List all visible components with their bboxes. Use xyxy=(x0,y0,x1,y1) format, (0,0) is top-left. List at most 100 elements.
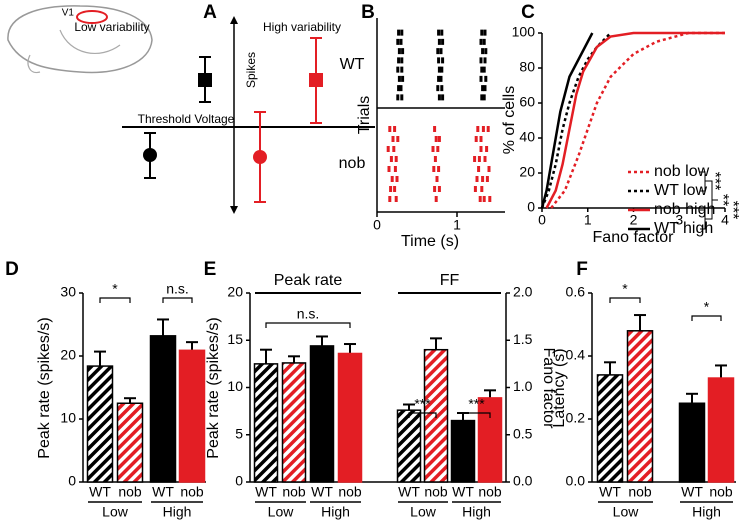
spike xyxy=(482,94,486,101)
y-tick-label: 0.0 xyxy=(566,473,586,489)
group-label: Low xyxy=(410,504,437,520)
spike xyxy=(436,48,440,55)
spike xyxy=(480,186,484,192)
spike xyxy=(401,48,405,55)
marker xyxy=(143,148,157,162)
y-tick-label: 15 xyxy=(227,331,243,347)
sig-bracket xyxy=(691,315,722,321)
y2-tick-label: 1.5 xyxy=(513,331,533,347)
spike xyxy=(483,29,487,36)
bar xyxy=(281,362,307,483)
spike xyxy=(388,126,392,132)
x-tick-label: 1 xyxy=(584,212,592,228)
y-tick-label: 0 xyxy=(235,473,243,489)
spike xyxy=(431,146,435,152)
x-tick-label: 0 xyxy=(538,212,546,228)
group-label: Low xyxy=(268,504,295,520)
axis-label: *** xyxy=(706,172,723,191)
v1-region xyxy=(76,10,108,24)
spike xyxy=(479,38,483,45)
spike xyxy=(436,85,440,92)
spike xyxy=(441,38,445,45)
sig-label: * xyxy=(704,299,710,315)
spike xyxy=(396,66,400,73)
bar xyxy=(678,402,706,483)
x-tick-label: nob xyxy=(709,484,733,500)
brain-detail xyxy=(27,29,121,74)
region-label: V1 xyxy=(62,8,75,19)
bar xyxy=(116,402,144,483)
spike xyxy=(389,156,393,162)
spike xyxy=(396,38,400,45)
spike xyxy=(437,166,441,172)
spike xyxy=(437,136,441,142)
spike xyxy=(387,166,391,172)
axis-label: % of cells xyxy=(501,86,518,154)
y-tick-label: 0.4 xyxy=(566,347,586,363)
sig-label: n.s. xyxy=(297,306,320,322)
spike xyxy=(390,176,394,182)
spike xyxy=(396,94,400,101)
spike xyxy=(486,126,490,132)
x-axis-label: Time (s) xyxy=(401,233,459,250)
spike xyxy=(435,176,439,182)
error-bars-red xyxy=(254,37,322,203)
spike xyxy=(481,48,485,55)
spike xyxy=(397,29,401,36)
spike xyxy=(473,186,477,192)
spike xyxy=(400,66,404,73)
label: Low variability xyxy=(74,20,149,34)
spike xyxy=(440,66,444,73)
spike xyxy=(479,146,483,152)
marker xyxy=(198,73,212,87)
spike xyxy=(434,196,438,202)
sig-bracket xyxy=(609,297,641,303)
spike xyxy=(441,57,445,64)
legend-label: nob high xyxy=(654,201,715,218)
x-tick-label: WT xyxy=(599,484,621,500)
axis-label: Latency (s) xyxy=(551,348,568,427)
panel-letter: B xyxy=(361,2,375,23)
spike xyxy=(397,85,401,92)
spike xyxy=(479,75,483,82)
spike xyxy=(397,75,401,82)
spike xyxy=(393,166,397,172)
bar xyxy=(596,374,624,483)
axis-label: Peak rate (spikes/s) xyxy=(205,317,222,458)
group-label: High xyxy=(692,504,721,520)
spike xyxy=(388,196,392,202)
cdf-line xyxy=(540,32,594,209)
y-tick-label: 30 xyxy=(60,284,76,300)
y-tick-label: 100 xyxy=(512,24,536,40)
sig-bracket xyxy=(265,322,351,328)
x-tick-label: WT xyxy=(681,484,703,500)
spike xyxy=(441,94,445,101)
group-label: High xyxy=(321,504,350,520)
spike xyxy=(392,146,396,152)
sig-bracket xyxy=(162,297,193,303)
spike xyxy=(487,166,491,172)
spike xyxy=(481,176,485,182)
label: Threshold Voltage xyxy=(138,112,235,126)
bar xyxy=(149,335,177,483)
panel-letter: C xyxy=(521,2,535,23)
y2-tick-label: 1.0 xyxy=(513,378,533,394)
x-tick-label: WT xyxy=(255,484,277,500)
bar xyxy=(337,352,363,483)
y-tick-label: 20 xyxy=(227,284,243,300)
bar xyxy=(477,397,503,483)
spike xyxy=(433,126,437,132)
spike xyxy=(400,29,404,36)
spike xyxy=(434,136,438,142)
group-label: High xyxy=(163,504,192,520)
spike xyxy=(386,146,390,152)
spike xyxy=(439,75,443,82)
spike xyxy=(479,136,483,142)
spike xyxy=(478,196,482,202)
spike xyxy=(482,38,486,45)
x-tick-label: nob xyxy=(118,484,142,500)
spike xyxy=(480,94,484,101)
spike xyxy=(481,85,485,92)
spike xyxy=(482,196,486,202)
